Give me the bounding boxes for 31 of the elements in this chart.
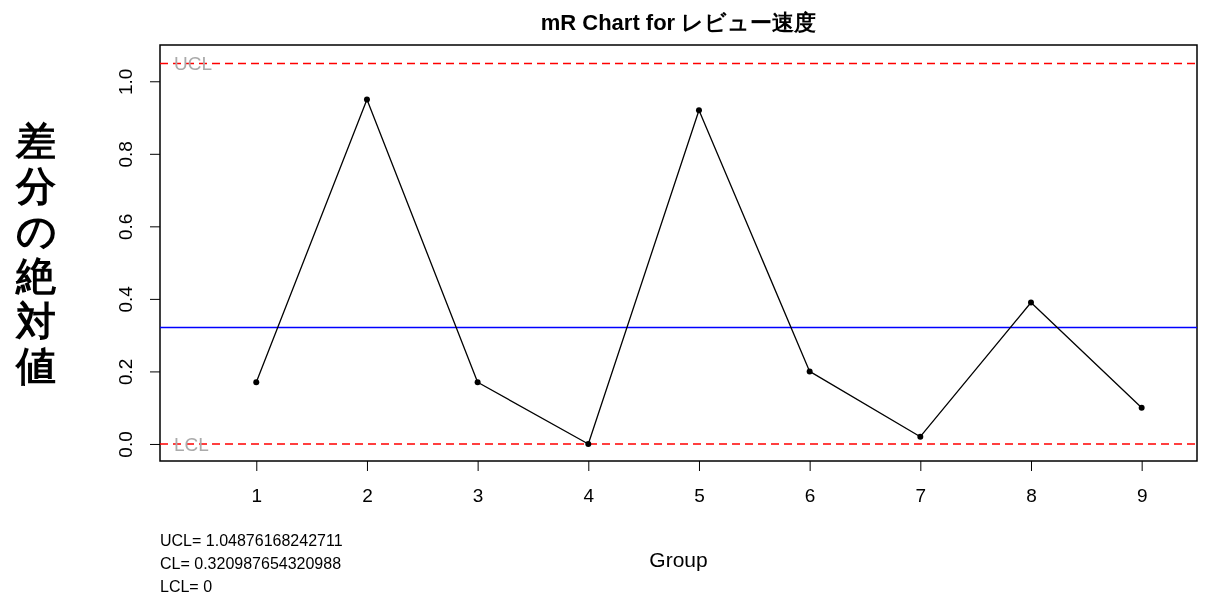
point	[1138, 404, 1145, 411]
point	[253, 379, 260, 386]
x-tick-label: 9	[1136, 485, 1148, 507]
y-tick-label: 0.2	[114, 358, 136, 386]
x-tick-label: 6	[804, 485, 816, 507]
y-tick-label: 0.4	[114, 285, 136, 313]
ref-line-label: UCL	[174, 53, 213, 75]
x-tick-label: 7	[915, 485, 927, 507]
text: CL= 0.320987654320988	[160, 555, 342, 572]
y-axis-title: 差分の絶対値	[14, 117, 57, 389]
x-tick-label: 3	[472, 485, 484, 507]
x-axis-title: Group	[649, 548, 708, 571]
x-tick-label: 4	[583, 485, 595, 507]
x-tick-label: 1	[251, 485, 263, 507]
point	[1028, 299, 1034, 306]
point	[806, 368, 813, 375]
y-tick-label: 0.0	[114, 431, 136, 458]
chart-title: mR Chart for レビュー速度	[540, 10, 817, 35]
x-tick-label: 2	[362, 485, 373, 507]
y-tick-label: 1.0	[114, 68, 136, 95]
point	[363, 96, 370, 103]
x-tick-label: 8	[1026, 485, 1037, 507]
y-tick-label: 0.8	[114, 141, 136, 168]
point	[695, 107, 702, 114]
text: UCL= 1.04876168242711	[160, 532, 343, 549]
point	[585, 440, 592, 447]
text: LCL= 0	[160, 578, 213, 595]
point	[474, 379, 481, 386]
point	[917, 433, 924, 440]
y-tick-label: 0.6	[114, 213, 136, 241]
x-tick-label: 5	[694, 485, 705, 507]
